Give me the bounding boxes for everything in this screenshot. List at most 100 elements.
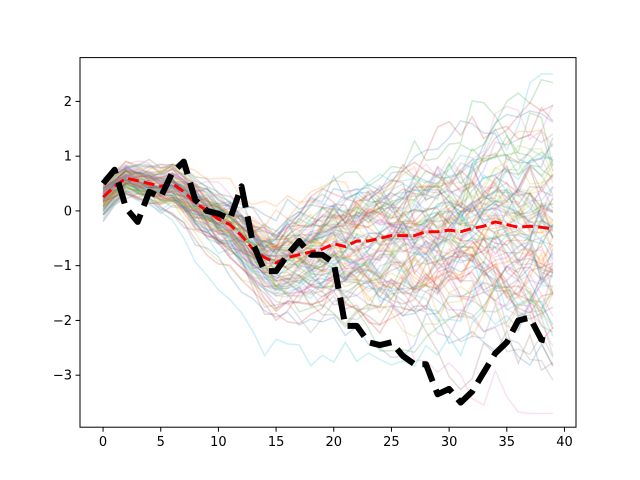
background-trace xyxy=(102,179,554,320)
background-trace xyxy=(102,192,554,391)
background-trace xyxy=(102,163,554,272)
background-trace xyxy=(102,164,554,293)
background-traces xyxy=(102,73,554,415)
background-trace xyxy=(102,175,554,306)
y-tick-label: −1 xyxy=(53,259,72,274)
background-trace xyxy=(102,166,554,241)
background-trace xyxy=(102,152,554,288)
background-trace xyxy=(102,173,554,261)
background-trace xyxy=(102,185,554,290)
background-trace xyxy=(102,179,554,343)
background-trace xyxy=(102,129,554,264)
background-trace xyxy=(102,180,554,261)
background-trace xyxy=(102,169,554,339)
y-tick-label: −2 xyxy=(53,314,72,329)
background-trace xyxy=(102,167,554,281)
background-trace xyxy=(102,177,554,381)
background-trace xyxy=(102,174,554,293)
background-trace xyxy=(102,172,554,272)
background-trace xyxy=(102,169,554,255)
x-tick-label: 5 xyxy=(157,435,165,450)
background-trace xyxy=(102,189,554,335)
y-tick-label: 2 xyxy=(64,95,72,110)
background-trace xyxy=(102,166,554,276)
background-trace xyxy=(102,173,554,261)
background-trace xyxy=(102,162,554,263)
x-tick-label: 25 xyxy=(383,435,400,450)
background-trace xyxy=(102,164,554,257)
background-trace xyxy=(102,148,554,280)
background-trace xyxy=(102,184,554,310)
background-trace xyxy=(102,106,554,256)
background-trace xyxy=(102,176,554,288)
x-tick-label: 30 xyxy=(441,435,458,450)
background-trace xyxy=(102,182,554,270)
background-trace xyxy=(102,188,554,354)
background-trace xyxy=(102,101,554,249)
background-trace xyxy=(102,161,554,257)
background-trace xyxy=(102,164,554,306)
y-tick-label: 0 xyxy=(64,204,72,219)
background-trace xyxy=(102,160,554,257)
background-trace xyxy=(102,134,554,269)
background-trace xyxy=(102,164,554,275)
background-trace xyxy=(102,182,553,323)
background-trace xyxy=(102,185,554,338)
background-trace xyxy=(102,169,553,287)
background-trace xyxy=(102,169,554,270)
background-trace xyxy=(102,175,554,325)
x-tick-label: 15 xyxy=(268,435,285,450)
background-trace xyxy=(102,144,554,258)
background-trace xyxy=(102,177,554,283)
x-tick-label: 10 xyxy=(210,435,227,450)
y-tick-label: −3 xyxy=(53,369,72,384)
background-trace xyxy=(102,178,554,337)
background-trace xyxy=(102,180,554,295)
background-trace xyxy=(102,154,554,249)
highlight-series-line xyxy=(100,158,554,406)
background-trace xyxy=(102,170,554,300)
background-trace xyxy=(102,175,554,312)
background-trace xyxy=(102,175,554,367)
background-trace xyxy=(102,137,554,246)
background-trace xyxy=(102,177,554,311)
background-trace xyxy=(102,170,554,257)
background-trace xyxy=(102,192,554,334)
background-trace xyxy=(102,173,554,296)
x-axis: 0 5 10 15 20 25 30 35 40 xyxy=(99,427,573,450)
background-trace xyxy=(102,100,554,248)
y-axis: −3 −2 −1 0 1 2 xyxy=(53,95,80,384)
y-tick-label: 1 xyxy=(64,150,72,165)
x-tick-label: 20 xyxy=(325,435,342,450)
background-trace xyxy=(102,175,553,265)
background-trace xyxy=(102,128,554,283)
x-tick-label: 35 xyxy=(499,435,516,450)
background-trace xyxy=(102,186,554,296)
background-trace xyxy=(102,177,554,358)
background-trace xyxy=(102,166,554,254)
background-trace xyxy=(102,182,554,339)
background-trace xyxy=(102,168,554,347)
background-trace xyxy=(102,190,554,359)
background-trace xyxy=(102,78,554,238)
background-trace xyxy=(102,186,554,285)
background-trace xyxy=(102,179,554,289)
x-tick-label: 40 xyxy=(556,435,573,450)
background-trace xyxy=(102,178,554,333)
series-lines xyxy=(100,158,554,406)
background-trace xyxy=(102,73,553,252)
background-trace xyxy=(102,110,554,222)
background-trace xyxy=(102,119,554,243)
background-trace xyxy=(102,193,554,368)
background-trace xyxy=(102,133,554,257)
mean-series-line xyxy=(102,176,554,265)
background-trace xyxy=(102,147,554,282)
background-trace xyxy=(102,185,554,328)
background-trace xyxy=(102,179,554,317)
plot-frame xyxy=(79,57,577,428)
x-tick-label: 0 xyxy=(99,435,107,450)
background-trace xyxy=(102,156,553,265)
background-trace xyxy=(102,161,554,270)
